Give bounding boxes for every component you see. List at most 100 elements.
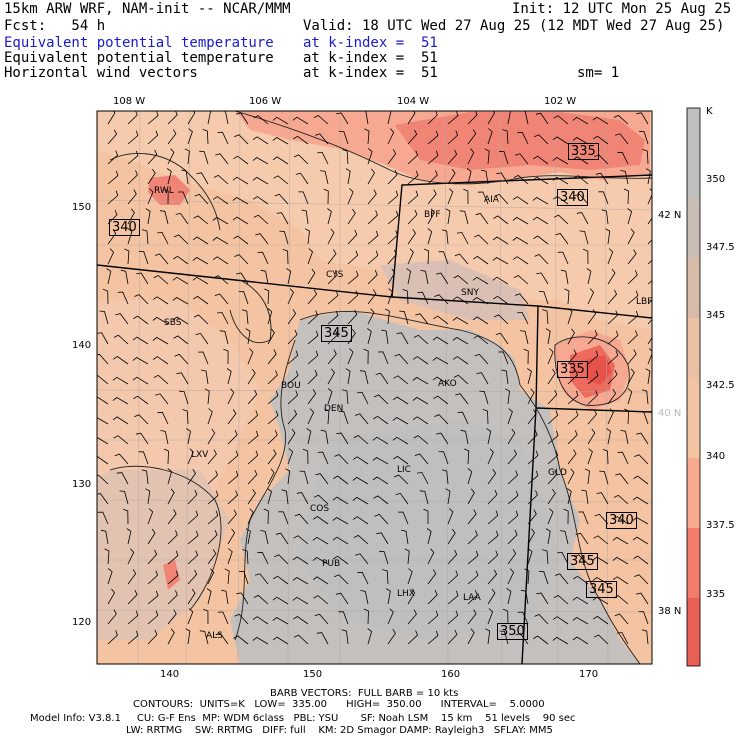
wind-barb — [147, 149, 158, 165]
wind-barb — [260, 530, 269, 545]
field-2-level: at k-index = 51 — [303, 50, 438, 66]
wind-barb — [301, 209, 309, 225]
colorbar — [686, 107, 701, 667]
wind-barb — [554, 573, 569, 585]
wind-barb — [447, 111, 459, 125]
wind-barb — [167, 609, 177, 625]
wind-barb — [272, 116, 289, 125]
wind-barb — [278, 511, 289, 525]
wind-barb — [287, 288, 294, 305]
station-rwl: RWL — [154, 186, 174, 196]
station-ako: AKO — [438, 379, 457, 389]
wind-barb — [207, 449, 217, 465]
wind-barb — [498, 150, 509, 165]
lon-label-102w: 102 W — [544, 96, 577, 107]
wind-barb — [572, 156, 589, 165]
wind-barb — [639, 130, 649, 145]
wind-barb — [547, 389, 558, 405]
wind-barb — [147, 168, 156, 185]
smoothing-label: sm= 1 — [577, 65, 620, 81]
wind-barb — [527, 409, 537, 425]
wind-barb — [533, 235, 549, 245]
wind-barb — [323, 188, 329, 205]
wind-barb — [493, 215, 509, 225]
wind-barb — [493, 295, 509, 305]
wind-barb — [227, 528, 236, 545]
wind-barb — [507, 490, 519, 505]
wind-barb — [133, 315, 149, 325]
model-info: Model Info: V3.8.1 CU: G-F Ens MP: WDM 6… — [30, 713, 576, 724]
wind-barb — [124, 248, 130, 265]
wind-barb — [441, 469, 449, 485]
wind-barb — [494, 314, 509, 325]
wind-barb — [295, 172, 309, 185]
wind-barb — [612, 576, 629, 585]
wind-barb — [427, 590, 438, 605]
wind-barb — [587, 309, 597, 325]
wind-barb — [620, 430, 629, 445]
lat-label-38n: 38 N — [658, 606, 682, 617]
station-pub: PUB — [322, 559, 341, 569]
wind-barb — [132, 336, 149, 345]
wind-barb — [452, 316, 469, 325]
wind-barb — [267, 468, 275, 485]
wind-barb — [374, 513, 389, 525]
wind-barb — [447, 149, 458, 165]
wind-barb — [293, 135, 309, 145]
wind-barb — [567, 410, 579, 425]
wind-barb — [127, 130, 139, 145]
wind-barb — [107, 209, 118, 225]
wind-barb — [267, 390, 279, 405]
wind-barb — [572, 116, 589, 125]
wind-barb — [601, 209, 609, 225]
wind-barb — [501, 369, 509, 385]
wind-barb — [375, 372, 389, 385]
wind-barb — [227, 509, 237, 525]
wind-barb — [574, 193, 589, 205]
wind-barb — [434, 414, 449, 425]
wind-barb — [152, 336, 169, 345]
wind-barb — [641, 629, 649, 645]
wind-barb — [338, 611, 349, 625]
lon-label-104w: 104 W — [397, 96, 430, 107]
wind-barb — [247, 348, 254, 365]
wind-barb — [587, 409, 597, 425]
wind-barb — [553, 595, 569, 605]
wind-barb — [353, 534, 369, 545]
wind-barb — [413, 435, 429, 445]
colorbar-bin-4 — [687, 318, 700, 378]
wind-barb — [226, 368, 232, 385]
wind-barb — [423, 508, 429, 524]
wind-barb — [212, 196, 229, 205]
wind-barb — [107, 150, 119, 165]
wind-barb — [627, 368, 635, 385]
station-cys: CYS — [326, 270, 344, 280]
wind-barb — [627, 330, 638, 345]
wind-barb — [167, 550, 179, 565]
wind-barb — [599, 470, 609, 485]
wind-barb — [160, 430, 169, 445]
theta-e-field — [97, 111, 652, 664]
wind-barb — [275, 532, 289, 545]
wind-barb — [627, 388, 633, 405]
wind-barb — [347, 188, 354, 205]
wind-barb — [292, 556, 309, 565]
colorbar-label-342-5: 342.5 — [706, 380, 735, 391]
wind-barb — [441, 229, 449, 245]
wind-barb — [287, 409, 298, 425]
wind-barb — [176, 372, 189, 385]
wind-barb — [507, 408, 513, 425]
wind-barb — [472, 255, 489, 265]
wind-barb — [227, 450, 239, 465]
wind-barb — [173, 234, 189, 245]
wind-barb — [613, 494, 629, 505]
wind-barb — [527, 509, 537, 525]
wind-barb — [396, 332, 409, 345]
wind-barb — [572, 137, 589, 145]
wind-barb — [167, 111, 178, 125]
wind-barb — [517, 311, 529, 325]
wind-barb — [245, 328, 251, 345]
wind-barb — [185, 628, 191, 645]
wind-barb — [587, 390, 598, 405]
wind-barb — [147, 610, 159, 625]
